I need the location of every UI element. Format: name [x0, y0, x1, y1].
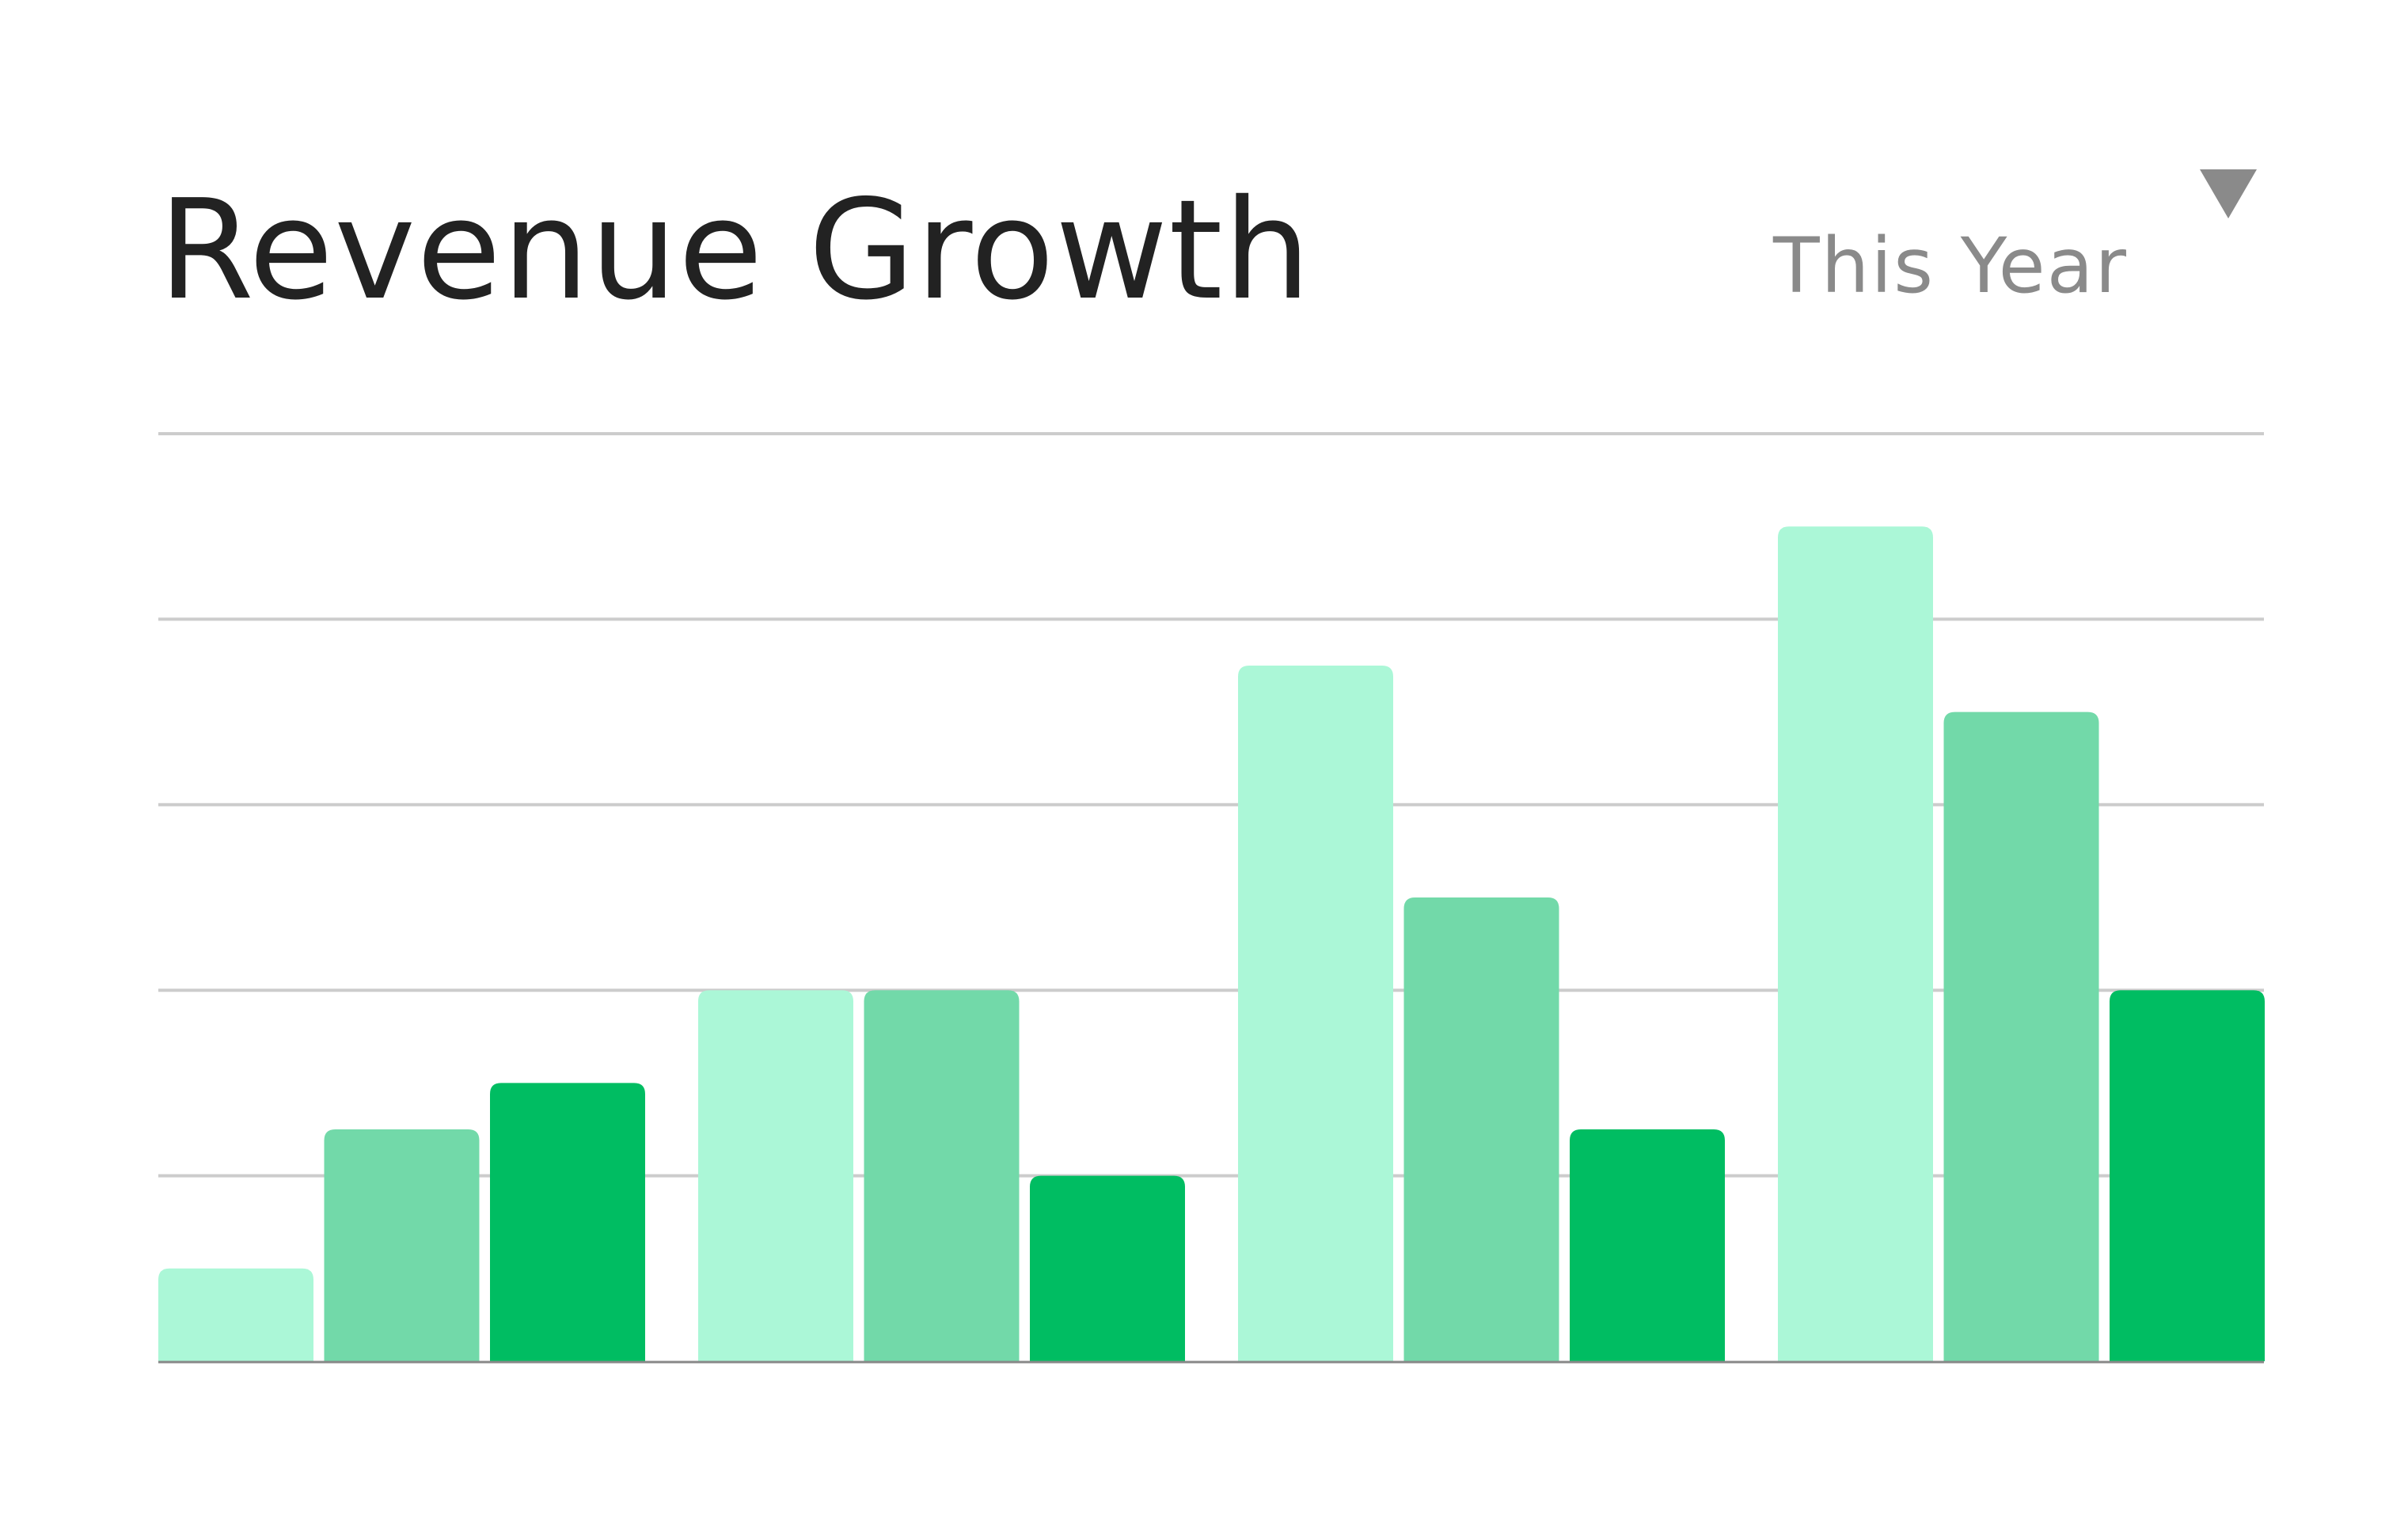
bar-group-3-series-1	[1238, 666, 1393, 1361]
bar-group-4-series-3	[2110, 990, 2265, 1361]
bar-group-3-series-3	[1570, 1129, 1725, 1361]
bars	[158, 526, 2265, 1362]
bar-group-2-series-3	[1030, 1175, 1185, 1361]
bar-group-2-series-1	[698, 990, 853, 1361]
bar-group-1-series-2	[324, 1129, 480, 1361]
bar-group-1-series-1	[158, 1268, 313, 1361]
period-selector[interactable]: This Year	[1741, 166, 2280, 324]
period-selector-label: This Year	[1773, 222, 2128, 310]
bar-group-3-series-2	[1403, 897, 1559, 1361]
bar-group-1-series-3	[490, 1083, 645, 1361]
bar-group-4-series-1	[1778, 526, 1933, 1362]
bar-group-2-series-2	[864, 990, 1020, 1361]
bar-group-4-series-2	[1943, 711, 2099, 1361]
chart-title: Revenue Growth	[158, 170, 1312, 331]
